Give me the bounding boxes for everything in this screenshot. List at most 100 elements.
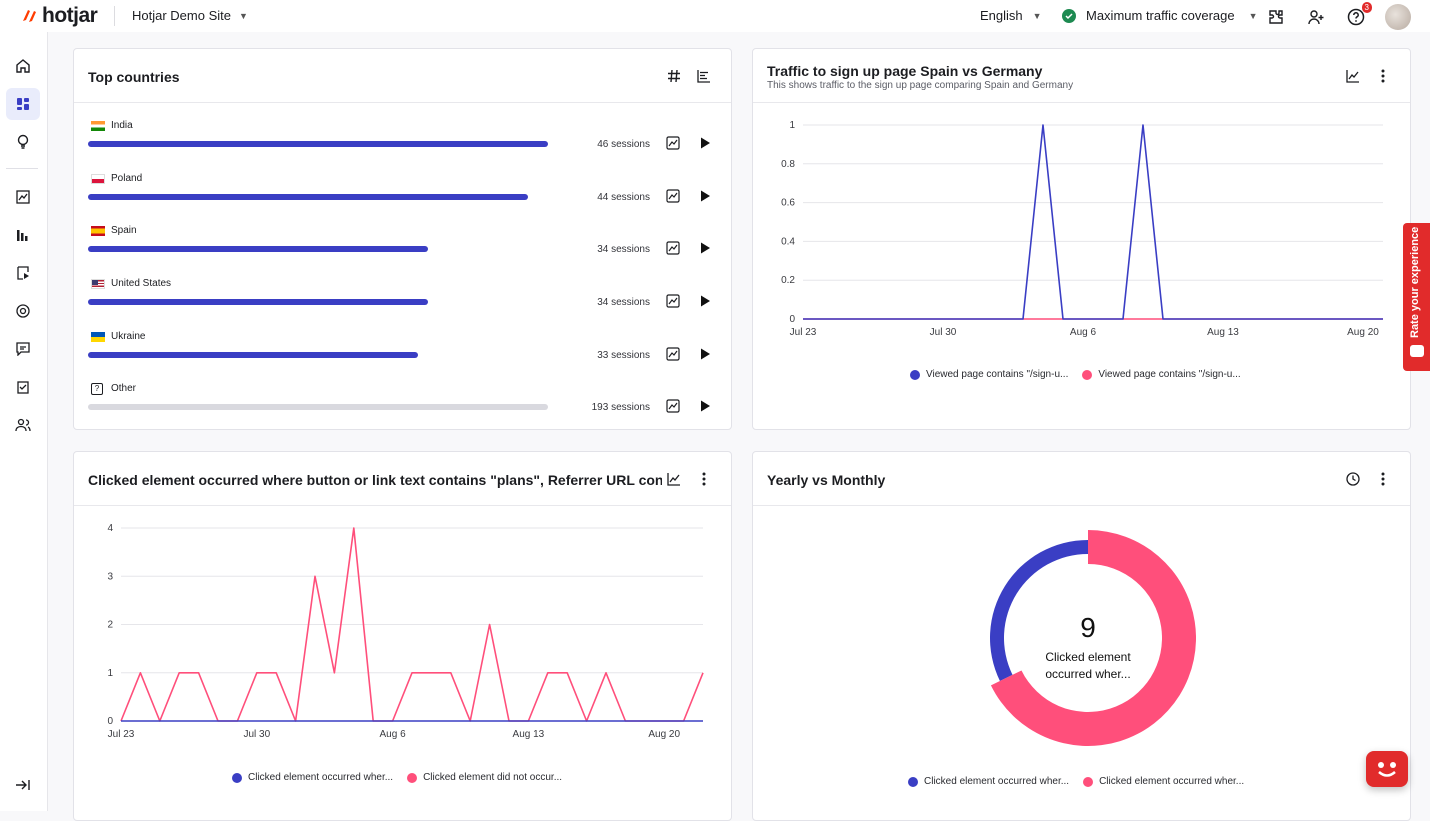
legend-dot [407,772,418,783]
card-title: Yearly vs Monthly [767,472,886,488]
legend-item[interactable]: Viewed page contains "/sign-u... [1082,369,1241,380]
country-bar [88,246,428,252]
traffic-coverage-selector[interactable]: Maximum traffic coverage ▼ [1062,8,1258,23]
users-icon[interactable] [6,409,40,441]
y-tick-label: 0.4 [781,236,795,247]
integrations-icon[interactable] [1265,6,1287,28]
legend-label: Viewed page contains "/sign-u... [926,369,1069,380]
rate-experience-tab[interactable] [1403,223,1430,371]
legend-dot [910,369,920,380]
y-tick-label: 0 [107,716,113,727]
country-bar-track [88,299,548,305]
language-label: English [980,8,1023,23]
card-title: Clicked element occurred where button or… [88,472,662,488]
card-header: Clicked element occurred where button or… [74,452,731,506]
coverage-label: Maximum traffic coverage [1086,8,1235,23]
card-header: Top countries [74,49,731,103]
play-icon[interactable] [698,347,712,361]
heatmaps-icon[interactable] [6,219,40,251]
bot-face-icon [1378,762,1396,777]
y-tick-label: 2 [107,620,113,631]
recordings-icon[interactable] [6,257,40,289]
home-icon[interactable] [6,50,40,82]
language-selector[interactable]: English ▼ [980,8,1042,23]
flag-spain-icon [91,226,105,236]
country-bar-track [88,352,548,358]
rate-experience-label: Rate your experience [1409,226,1421,338]
legend-item[interactable]: Clicked element occurred wher... [1083,776,1244,787]
feedback-icon[interactable] [6,333,40,365]
trend-chart-icon[interactable] [666,136,680,150]
hotjar-logo[interactable]: hotjar [20,4,98,28]
country-bar-track [88,194,548,200]
chevron-down-icon: ▼ [1032,10,1042,21]
legend-dot [232,772,242,783]
flag-ukraine-icon [91,332,105,342]
lightbulb-icon[interactable] [6,126,40,158]
feedback-bot-button[interactable] [1366,751,1408,787]
legend-item[interactable]: Clicked element did not occur... [407,772,562,783]
play-icon[interactable] [698,399,712,413]
country-bar-track [88,141,548,147]
card-title: Traffic to sign up page Spain vs Germany [767,63,1043,79]
trend-chart-icon[interactable] [666,399,680,413]
country-sessions: 193 sessions [591,402,650,413]
logo-text: hotjar [42,4,98,27]
engage-icon[interactable] [6,295,40,327]
avatar[interactable] [1385,4,1411,30]
play-icon[interactable] [698,189,712,203]
x-tick-label: Aug 20 [648,729,680,740]
more-vertical-icon[interactable] [1373,469,1393,489]
play-icon[interactable] [698,136,712,150]
top-bar: hotjar Hotjar Demo Site ▼ English ▼ Maxi… [0,0,1430,32]
surveys-icon[interactable] [6,371,40,403]
hashtag-icon[interactable] [664,66,684,86]
trends-icon[interactable] [6,181,40,213]
card-subtitle: This shows traffic to the sign up page c… [767,80,1074,91]
more-vertical-icon[interactable] [1373,66,1393,86]
trend-chart-icon[interactable] [666,294,680,308]
country-bar [88,352,418,358]
more-vertical-icon[interactable] [694,469,714,489]
legend-label: Clicked element occurred wher... [924,776,1070,787]
country-row[interactable]: India 46 sessions [88,117,718,167]
country-name: Spain [111,225,137,236]
x-tick-label: Aug 6 [380,729,407,740]
collapse-icon[interactable] [6,769,40,801]
play-icon[interactable] [698,294,712,308]
x-tick-label: Aug 13 [1207,327,1239,338]
card-title: Top countries [88,69,180,85]
country-row[interactable]: United States 34 sessions [88,275,718,325]
country-bar [88,404,548,410]
country-row[interactable]: ? Other 193 sessions [88,380,718,430]
invite-user-icon[interactable] [1305,6,1327,28]
y-tick-label: 1 [789,120,795,131]
donut-center-value: 9 [1080,612,1096,643]
country-name: Other [111,383,137,394]
help-icon[interactable]: 3 [1345,2,1372,28]
bar-chart-icon[interactable] [694,66,714,86]
country-bar [88,194,528,200]
legend-item[interactable]: Clicked element occurred wher... [232,772,393,783]
trend-chart-icon[interactable] [666,347,680,361]
clock-icon[interactable] [1343,469,1363,489]
site-selector[interactable]: Hotjar Demo Site ▼ [132,8,248,23]
chevron-down-icon: ▼ [238,10,248,21]
dashboard-icon[interactable] [6,88,40,120]
country-row[interactable]: Ukraine 33 sessions [88,328,718,378]
legend-label: Clicked element occurred wher... [248,772,394,783]
country-row[interactable]: Poland 44 sessions [88,170,718,220]
country-sessions: 44 sessions [597,192,650,203]
flag-poland-icon [91,174,105,184]
country-name: India [111,120,133,131]
trend-chart-icon[interactable] [666,241,680,255]
line-chart-icon[interactable] [1343,66,1363,86]
x-tick-label: Jul 30 [930,327,957,338]
trend-chart-icon[interactable] [666,189,680,203]
play-icon[interactable] [698,241,712,255]
legend-item[interactable]: Viewed page contains "/sign-u... [910,369,1068,380]
legend-item[interactable]: Clicked element occurred wher... [908,776,1069,787]
country-row[interactable]: Spain 34 sessions [88,222,718,272]
check-circle-icon [1062,8,1076,23]
line-chart-icon[interactable] [664,469,684,489]
